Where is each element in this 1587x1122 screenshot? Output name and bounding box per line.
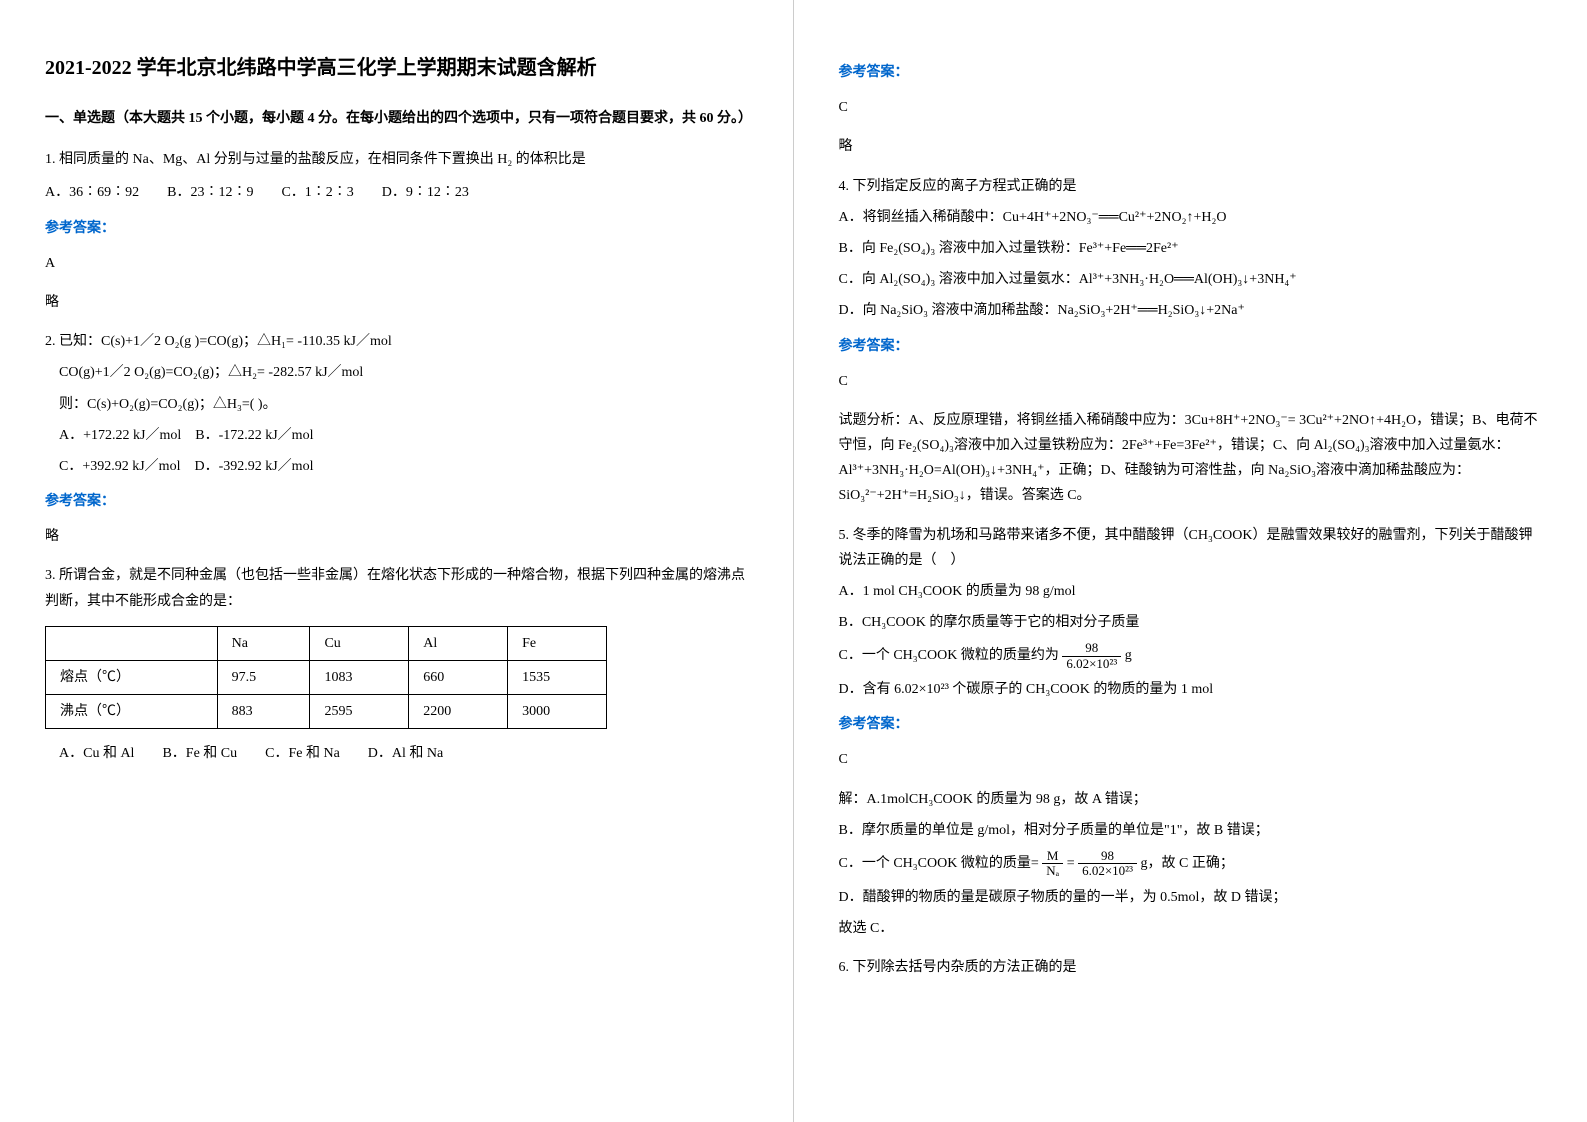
answer-label: 参考答案： — [839, 60, 1543, 85]
q5-opt-c: C．一个 CH₃COOK 微粒的质量约为 98 6.02×10²³ g — [839, 641, 1543, 671]
q1-solution: 略 — [45, 290, 748, 315]
section-header: 一、单选题（本大题共 15 个小题，每小题 4 分。在每小题给出的四个选项中，只… — [45, 106, 748, 131]
q2-line1: 2. 已知：C(s)+1／2 O₂(g )=CO(g)；△H₁= -110.35… — [45, 329, 748, 354]
question-1: 1. 相同质量的 Na、Mg、Al 分别与过量的盐酸反应，在相同条件下置换出 H… — [45, 147, 748, 315]
eq-sign: = — [1067, 856, 1075, 871]
table-row: 沸点（℃） 883 2595 2200 3000 — [46, 695, 607, 729]
fraction: 98 6.02×10²³ — [1062, 641, 1121, 671]
table-cell — [46, 626, 218, 660]
table-cell: 2200 — [409, 695, 508, 729]
q1-options: A．36∶69∶92 B．23∶12∶9 C．1∶2∶3 D．9∶12∶23 — [45, 180, 748, 205]
q5-c-post: g — [1125, 648, 1132, 663]
q4-opt-a: A．将铜丝插入稀硝酸中：Cu+4H⁺+2NO₃⁻══Cu²⁺+2NO₂↑+H₂O — [839, 205, 1543, 230]
q6-text: 6. 下列除去括号内杂质的方法正确的是 — [839, 955, 1543, 980]
denominator: Nₐ — [1042, 864, 1063, 878]
table-cell: 沸点（℃） — [46, 695, 218, 729]
question-2: 2. 已知：C(s)+1／2 O₂(g )=CO(g)；△H₁= -110.35… — [45, 329, 748, 549]
q2-line2: CO(g)+1／2 O₂(g)=CO₂(g)；△H₂= -282.57 kJ／m… — [45, 360, 748, 385]
denominator: 6.02×10²³ — [1062, 657, 1121, 671]
table-cell: 2595 — [310, 695, 409, 729]
fraction: M Nₐ — [1042, 849, 1063, 879]
answer-label: 参考答案： — [839, 712, 1543, 737]
table-cell: 1535 — [508, 661, 607, 695]
question-5: 5. 冬季的降雪为机场和马路带来诸多不便，其中醋酸钾（CH₃COOK）是融雪效果… — [839, 523, 1543, 941]
q2-line4: A．+172.22 kJ／mol B．-172.22 kJ／mol — [45, 423, 748, 448]
q1-text: 1. 相同质量的 Na、Mg、Al 分别与过量的盐酸反应，在相同条件下置换出 H… — [45, 147, 748, 172]
numerator: M — [1042, 849, 1063, 864]
q5-opt-d: D．含有 6.02×10²³ 个碳原子的 CH₃COOK 的物质的量为 1 mo… — [839, 677, 1543, 702]
numerator: 98 — [1078, 849, 1137, 864]
answer-label: 参考答案： — [45, 489, 748, 514]
q5-c-pre: C．一个 CH₃COOK 微粒的质量约为 — [839, 648, 1059, 663]
q5-answer: C — [839, 747, 1543, 772]
q3-solution: 略 — [839, 134, 1543, 159]
q5-text: 5. 冬季的降雪为机场和马路带来诸多不便，其中醋酸钾（CH₃COOK）是融雪效果… — [839, 523, 1543, 573]
table-cell: 3000 — [508, 695, 607, 729]
q5-sol-b: B．摩尔质量的单位是 g/mol，相对分子质量的单位是"1"，故 B 错误； — [839, 818, 1543, 843]
q4-solution: 试题分析：A、反应原理错，将铜丝插入稀硝酸中应为：3Cu+8H⁺+2NO₃⁻= … — [839, 408, 1543, 509]
q4-opt-b: B．向 Fe₂(SO₄)₃ 溶液中加入过量铁粉：Fe³⁺+Fe══2Fe²⁺ — [839, 236, 1543, 261]
q5-sol-c-post: g，故 C 正确； — [1140, 856, 1233, 871]
q2-line5: C．+392.92 kJ／mol D．-392.92 kJ／mol — [45, 454, 748, 479]
question-6: 6. 下列除去括号内杂质的方法正确的是 — [839, 955, 1543, 980]
table-cell: Na — [217, 626, 310, 660]
table-cell: 883 — [217, 695, 310, 729]
q5-sol-a: 解：A.1molCH₃COOK 的质量为 98 g，故 A 错误； — [839, 787, 1543, 812]
table-cell: 1083 — [310, 661, 409, 695]
q2-line3: 则：C(s)+O₂(g)=CO₂(g)；△H₃=( )。 — [45, 392, 748, 417]
q1-answer: A — [45, 251, 748, 276]
table-cell: 熔点（℃） — [46, 661, 218, 695]
q2-answer: 略 — [45, 524, 748, 549]
q5-sol-c-pre: C．一个 CH₃COOK 微粒的质量= — [839, 856, 1039, 871]
q5-sol-c: C．一个 CH₃COOK 微粒的质量= M Nₐ = 98 6.02×10²³ … — [839, 849, 1543, 879]
answer-label: 参考答案： — [839, 334, 1543, 359]
question-4: 4. 下列指定反应的离子方程式正确的是 A．将铜丝插入稀硝酸中：Cu+4H⁺+2… — [839, 174, 1543, 509]
table-cell: Cu — [310, 626, 409, 660]
q3-options: A．Cu 和 Al B．Fe 和 Cu C．Fe 和 Na D．Al 和 Na — [45, 741, 748, 766]
table-cell: Fe — [508, 626, 607, 660]
exam-title: 2021-2022 学年北京北纬路中学高三化学上学期期末试题含解析 — [45, 50, 748, 86]
numerator: 98 — [1062, 641, 1121, 656]
q5-sol-d: D．醋酸钾的物质的量是碳原子物质的量的一半，为 0.5mol，故 D 错误； — [839, 885, 1543, 910]
q3-answer: C — [839, 95, 1543, 120]
q4-text: 4. 下列指定反应的离子方程式正确的是 — [839, 174, 1543, 199]
melting-point-table: Na Cu Al Fe 熔点（℃） 97.5 1083 660 1535 沸点（… — [45, 626, 607, 730]
q4-answer: C — [839, 369, 1543, 394]
q4-opt-d: D．向 Na₂SiO₃ 溶液中滴加稀盐酸：Na₂SiO₃+2H⁺══H₂SiO₃… — [839, 298, 1543, 323]
q5-opt-b: B．CH₃COOK 的摩尔质量等于它的相对分子质量 — [839, 610, 1543, 635]
table-cell: Al — [409, 626, 508, 660]
question-3: 3. 所谓合金，就是不同种金属（也包括一些非金属）在熔化状态下形成的一种熔合物，… — [45, 563, 748, 766]
q4-opt-c: C．向 Al₂(SO₄)₃ 溶液中加入过量氨水：Al³⁺+3NH₃·H₂O══A… — [839, 267, 1543, 292]
q5-opt-a: A．1 mol CH₃COOK 的质量为 98 g/mol — [839, 579, 1543, 604]
fraction: 98 6.02×10²³ — [1078, 849, 1137, 879]
table-cell: 660 — [409, 661, 508, 695]
answer-label: 参考答案： — [45, 216, 748, 241]
q3-text: 3. 所谓合金，就是不同种金属（也包括一些非金属）在熔化状态下形成的一种熔合物，… — [45, 563, 748, 613]
denominator: 6.02×10²³ — [1078, 864, 1137, 878]
table-row: Na Cu Al Fe — [46, 626, 607, 660]
q5-sol-end: 故选 C． — [839, 916, 1543, 941]
table-row: 熔点（℃） 97.5 1083 660 1535 — [46, 661, 607, 695]
table-cell: 97.5 — [217, 661, 310, 695]
